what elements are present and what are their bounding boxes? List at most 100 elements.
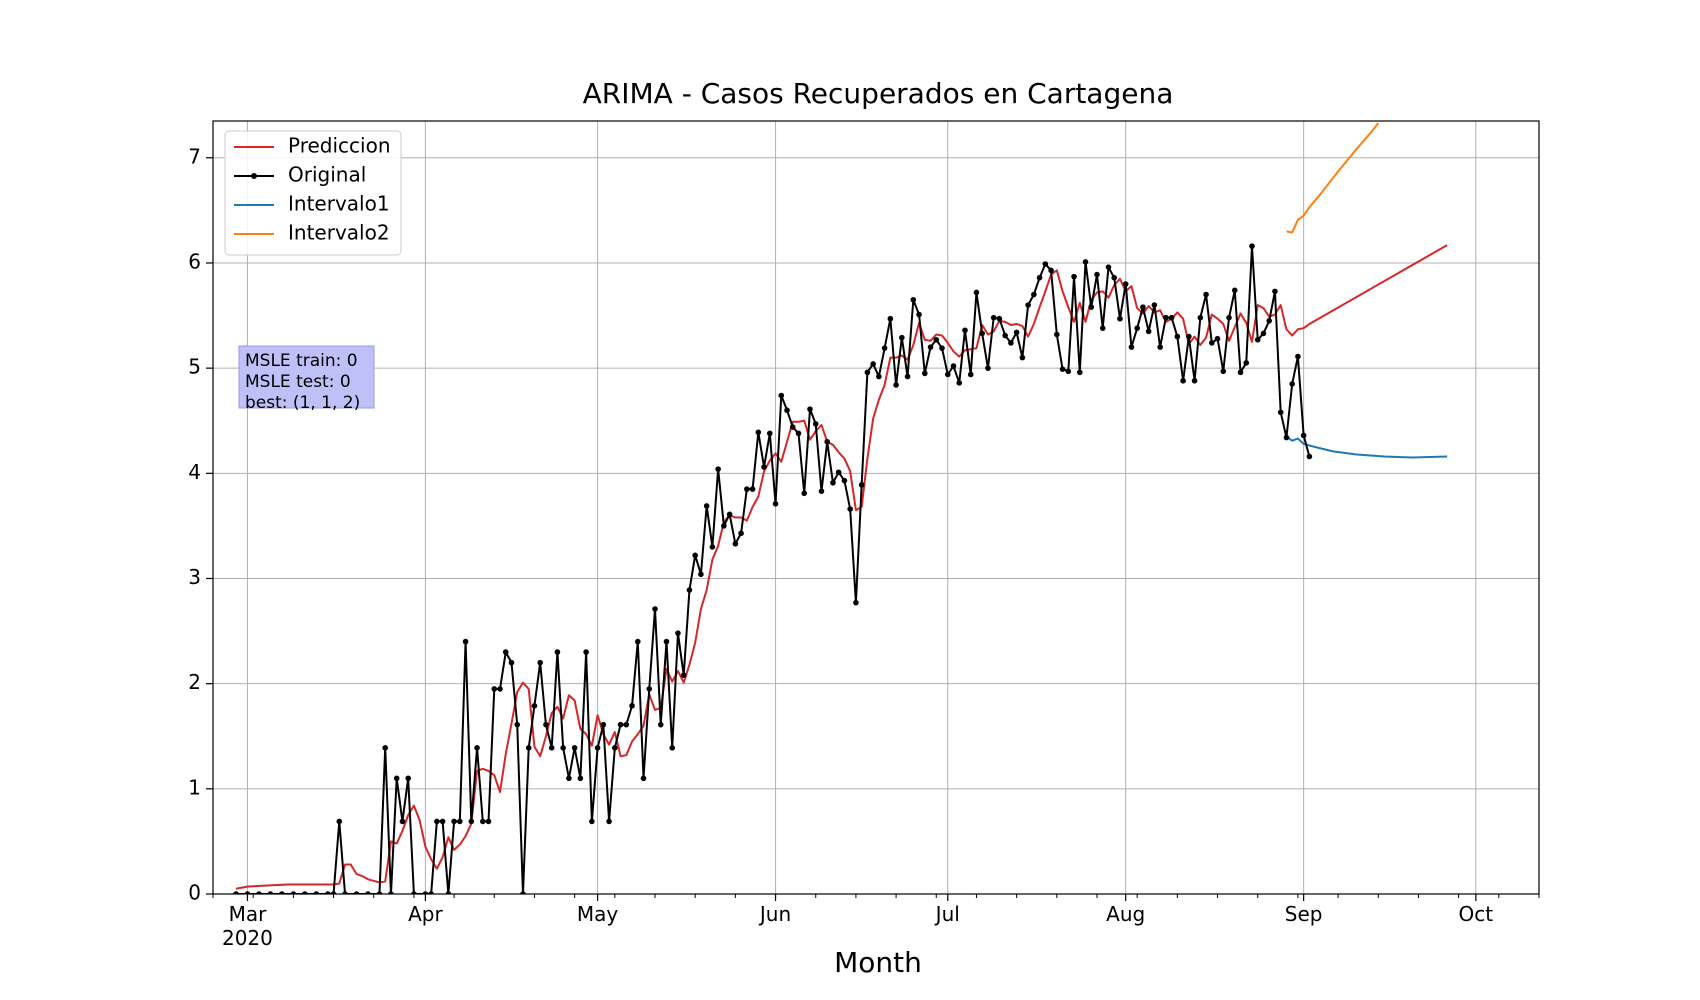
data-point-original	[290, 891, 297, 894]
data-point-original	[1071, 273, 1077, 280]
data-point-original	[841, 477, 848, 484]
annotation-box: MSLE train: 0 MSLE test: 0 best: (1, 1, …	[238, 345, 375, 413]
legend-label-intervalo2: Intervalo2	[288, 221, 390, 245]
data-point-original	[784, 407, 790, 414]
data-point-original	[1117, 315, 1123, 322]
series-line-intervalo1	[1285, 435, 1448, 459]
data-point-original	[772, 501, 779, 507]
data-point-original	[502, 649, 509, 655]
data-point-original	[313, 891, 320, 894]
data-point-original	[302, 891, 308, 894]
data-point-original	[956, 380, 963, 386]
annotation-line: best: (1, 1, 2)	[245, 393, 360, 413]
data-point-original	[1237, 369, 1244, 376]
data-point-original	[1174, 333, 1181, 340]
data-point-original	[566, 775, 572, 782]
data-point-original	[1300, 432, 1307, 439]
data-point-original	[508, 659, 515, 666]
data-point-original	[600, 721, 607, 728]
legend-label-intervalo1: Intervalo1	[288, 192, 390, 216]
data-point-original	[485, 818, 492, 825]
data-point-original	[1099, 325, 1106, 331]
legend-entry-original: Original	[234, 163, 366, 187]
y-tick-label: 2	[188, 670, 201, 694]
data-point-original	[927, 344, 934, 350]
y-tick-label: 6	[188, 249, 201, 273]
data-point-original	[634, 638, 641, 645]
data-point-original	[617, 721, 624, 728]
data-point-original	[583, 649, 589, 655]
x-tick-label: Sep	[1285, 902, 1323, 926]
data-point-original	[1191, 377, 1198, 384]
data-point-original	[646, 686, 653, 692]
legend-marker-original	[251, 173, 257, 179]
data-point-original	[479, 818, 486, 825]
legend-entry-intervalo2: Intervalo2	[234, 221, 390, 245]
data-point-original	[474, 745, 480, 751]
data-point-original	[451, 818, 457, 825]
data-point-original	[652, 606, 658, 612]
data-point-original	[365, 891, 371, 894]
data-point-original	[1266, 318, 1273, 324]
legend-label-prediccion: Prediccion	[288, 134, 391, 158]
data-point-original	[985, 365, 991, 371]
data-point-original	[525, 745, 532, 751]
data-point-original	[342, 891, 348, 894]
data-point-original	[399, 818, 406, 825]
data-point-original	[1231, 287, 1238, 294]
y-tick-label: 3	[188, 565, 201, 589]
data-point-original	[893, 382, 899, 388]
data-point-original	[405, 775, 411, 782]
data-point-original	[830, 479, 836, 486]
data-point-original	[944, 371, 951, 378]
data-point-original	[1306, 453, 1313, 460]
data-point-original	[1019, 354, 1026, 361]
data-point-original	[520, 891, 526, 894]
data-point-original	[1197, 314, 1204, 321]
data-point-original	[789, 424, 796, 430]
data-point-original	[749, 486, 756, 492]
data-point-original	[1277, 409, 1284, 416]
data-point-original	[1025, 302, 1031, 308]
data-point-original	[353, 891, 360, 894]
data-point-original	[422, 891, 429, 894]
data-point-original	[1013, 329, 1020, 336]
data-point-original	[950, 363, 957, 369]
x-tick-label: May	[577, 902, 619, 926]
data-point-original	[910, 296, 917, 303]
data-point-original	[376, 891, 383, 894]
data-point-original	[279, 891, 285, 894]
data-point-original	[858, 482, 865, 488]
data-point-original	[640, 775, 647, 782]
data-point-original	[1295, 353, 1301, 360]
data-point-original	[1059, 366, 1066, 373]
data-point-original	[761, 464, 767, 470]
data-point-original	[755, 429, 762, 436]
data-point-original	[669, 745, 676, 751]
data-point-original	[807, 406, 813, 412]
data-point-original	[921, 370, 928, 377]
data-point-original	[692, 552, 698, 559]
data-point-original	[1289, 381, 1295, 387]
data-point-original	[330, 891, 337, 894]
data-point-original	[1145, 328, 1152, 335]
data-point-original	[1054, 331, 1060, 338]
data-point-original	[801, 490, 808, 497]
data-point-original	[715, 466, 721, 472]
data-point-original	[468, 818, 475, 825]
data-point-original	[990, 314, 997, 321]
data-point-original	[1105, 264, 1112, 270]
data-point-original	[778, 392, 785, 399]
y-tick-label: 0	[188, 881, 201, 905]
data-point-original	[606, 818, 612, 825]
data-point-original	[703, 503, 710, 509]
data-point-original	[1163, 314, 1169, 321]
data-point-original	[1088, 304, 1095, 310]
series-line-intervalo2	[1286, 122, 1380, 234]
data-point-original	[744, 486, 750, 492]
data-point-original	[824, 438, 831, 445]
series-line-original	[235, 245, 1311, 894]
data-point-original	[1220, 368, 1227, 375]
data-point-original	[1214, 335, 1221, 342]
